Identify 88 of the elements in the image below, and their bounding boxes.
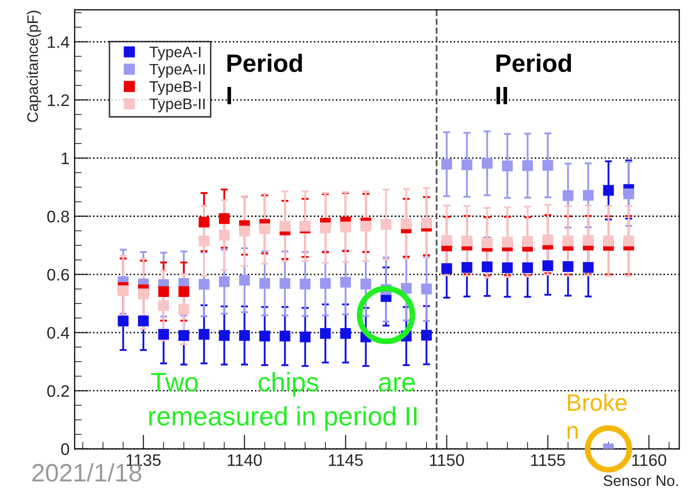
- annotation: Two chips are remeasured in period II: [149, 372, 416, 431]
- x-tick-label: 1145: [328, 454, 363, 466]
- point: [502, 262, 513, 274]
- point: [320, 278, 331, 289]
- point: [360, 278, 372, 290]
- x-tick-label: 1150: [430, 454, 464, 466]
- point: [502, 236, 513, 248]
- y-tick-label: 0: [61, 443, 70, 456]
- point: [522, 262, 533, 274]
- x-tick-label: 1160: [632, 454, 666, 466]
- point: [198, 216, 210, 228]
- point: [582, 235, 594, 246]
- point: [360, 220, 372, 232]
- x-axis-title: Sensor No.: [604, 475, 678, 486]
- point: [218, 276, 230, 288]
- x-tick-label: 1140: [228, 454, 262, 466]
- legend-label: TypeA-I: [150, 46, 200, 60]
- point: [198, 236, 210, 246]
- point: [421, 218, 432, 228]
- point: [522, 236, 533, 247]
- point: [340, 328, 351, 339]
- point: [462, 236, 472, 246]
- point: [421, 330, 432, 341]
- point: [522, 160, 533, 172]
- y-tick-label: 0.4: [47, 326, 70, 339]
- point: [280, 330, 290, 342]
- point: [218, 230, 230, 241]
- point: [300, 278, 311, 290]
- annotation: Period I: [227, 54, 302, 104]
- point: [562, 236, 574, 246]
- point: [158, 286, 169, 297]
- point: [603, 236, 614, 246]
- y-tick-label: 0.6: [47, 268, 70, 281]
- point: [320, 222, 331, 234]
- y-tick-label: 1.2: [48, 94, 69, 106]
- point: [542, 234, 554, 246]
- y-tick-label: 1.4: [48, 36, 70, 48]
- point: [178, 330, 190, 341]
- point: [421, 284, 432, 294]
- point: [138, 288, 149, 300]
- point: [218, 330, 230, 341]
- point: [542, 160, 554, 171]
- legend-label: TypeB-I: [150, 81, 200, 95]
- point: [582, 262, 594, 273]
- point: [462, 159, 472, 170]
- point: [320, 328, 331, 339]
- point: [400, 282, 412, 294]
- annotation: Period II: [496, 54, 571, 104]
- x-tick-label: 1155: [531, 454, 566, 466]
- point: [239, 274, 250, 286]
- point: [462, 262, 472, 273]
- point: [198, 278, 210, 290]
- point: [239, 226, 250, 236]
- point: [623, 188, 634, 200]
- y-tick-label: 0.8: [47, 210, 70, 222]
- point: [340, 222, 351, 232]
- point: [603, 184, 614, 196]
- point: [118, 285, 129, 296]
- y-tick-label: 0.2: [47, 385, 69, 397]
- point: [340, 276, 351, 288]
- point: [178, 286, 190, 297]
- point: [562, 190, 574, 201]
- point: [400, 218, 412, 230]
- point: [562, 261, 574, 272]
- point: [218, 213, 230, 224]
- point: [441, 235, 452, 246]
- point: [623, 236, 634, 246]
- y-axis-title: Capacitance(pF): [26, 10, 42, 122]
- point: [542, 260, 554, 272]
- y-tick-label: 1: [62, 152, 69, 164]
- point: [380, 219, 392, 230]
- legend-label: TypeA-II: [150, 64, 205, 78]
- point: [300, 332, 311, 342]
- point: [158, 300, 169, 311]
- point: [482, 261, 493, 272]
- point: [502, 160, 513, 172]
- point: [259, 223, 270, 234]
- point: [239, 330, 250, 341]
- legend-label: TypeB-II: [150, 98, 205, 112]
- point: [259, 278, 270, 289]
- point: [198, 328, 210, 340]
- point: [441, 158, 452, 170]
- annotation: Broke n: [568, 394, 627, 439]
- point: [259, 330, 270, 342]
- point: [280, 278, 290, 289]
- point: [280, 220, 290, 232]
- point: [482, 158, 493, 169]
- point: [582, 190, 594, 201]
